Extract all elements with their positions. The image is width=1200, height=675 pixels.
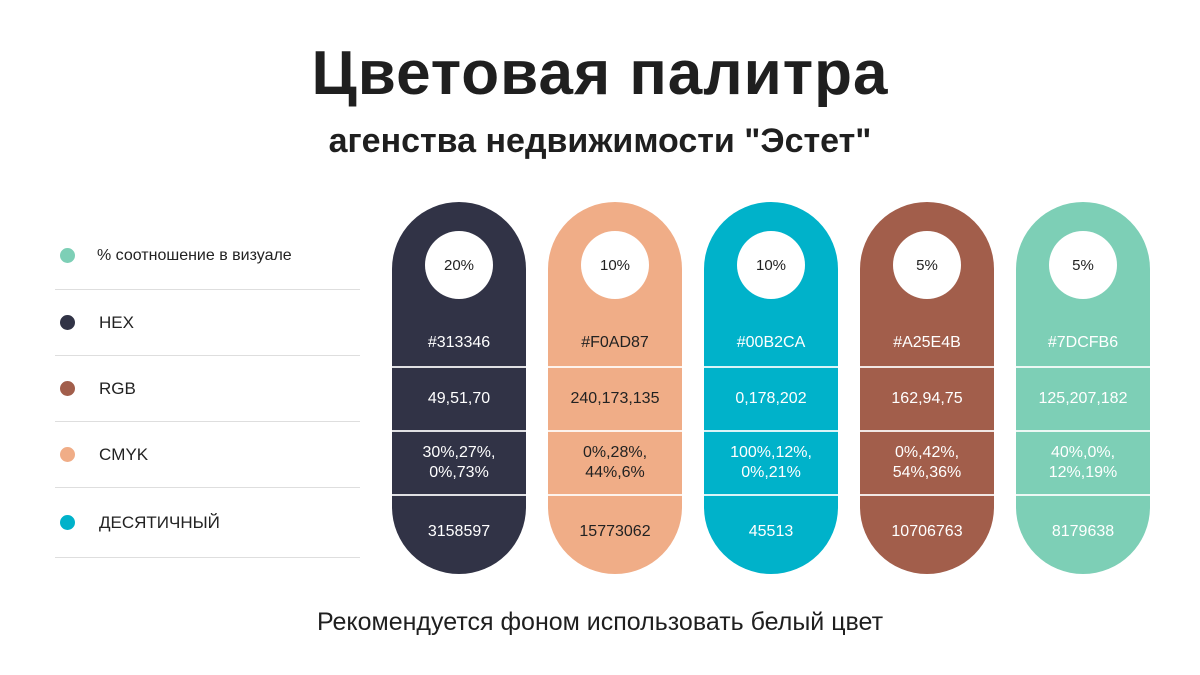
percent-badge: 5% (893, 231, 961, 299)
legend-row-decimal: ДЕСЯТИЧНЫЙ (55, 488, 360, 558)
rgb-value: 49,51,70 (427, 390, 491, 407)
hex-value: #F0AD87 (581, 334, 649, 351)
cmyk-value: 0%,42%, 54%,36% (892, 444, 962, 481)
color-column: 5% #A25E4B 162,94,75 0%,42%, 54%,36% 107… (860, 202, 994, 574)
rgb-value: 125,207,182 (1038, 390, 1128, 407)
rgb-value: 162,94,75 (891, 390, 963, 407)
divider (548, 430, 682, 432)
color-column: 10% #F0AD87 240,173,135 0%,28%, 44%,6% 1… (548, 202, 682, 574)
rgb-value: 0,178,202 (735, 390, 807, 407)
divider (704, 494, 838, 496)
divider (1016, 494, 1150, 496)
legend-dot-icon (60, 447, 75, 462)
legend-row-hex: HEX (55, 290, 360, 356)
divider (548, 366, 682, 368)
rgb-value: 240,173,135 (570, 390, 660, 407)
legend-label: HEX (99, 312, 134, 332)
legend-label: RGB (99, 378, 136, 398)
divider (392, 430, 526, 432)
footer-note: Рекомендуется фоном использовать белый ц… (316, 608, 884, 636)
divider (860, 366, 994, 368)
cmyk-value: 30%,27%, 0%,73% (422, 444, 496, 481)
decimal-value: 8179638 (1051, 523, 1115, 540)
legend-row-rgb: RGB (55, 356, 360, 422)
divider (1016, 430, 1150, 432)
cmyk-value: 100%,12%, 0%,21% (730, 444, 812, 481)
legend-dot-icon (60, 248, 75, 263)
divider (704, 430, 838, 432)
divider (1016, 366, 1150, 368)
decimal-value: 45513 (748, 523, 794, 540)
legend-row-cmyk: CMYK (55, 422, 360, 488)
percent-badge: 20% (425, 231, 493, 299)
cmyk-value: 40%,0%, 12%,19% (1048, 444, 1118, 481)
legend: % соотношение в визуале HEX RGB CMYK ДЕС… (55, 222, 360, 558)
divider (392, 494, 526, 496)
divider (860, 494, 994, 496)
decimal-value: 15773062 (579, 523, 651, 540)
hex-value: #A25E4B (893, 334, 961, 351)
legend-row-percent: % соотношение в визуале (55, 222, 360, 290)
percent-badge: 10% (737, 231, 805, 299)
percent-badge: 5% (1049, 231, 1117, 299)
divider (704, 366, 838, 368)
decimal-value: 10706763 (891, 523, 963, 540)
page-subtitle: агенства недвижимости "Эстет" (328, 122, 872, 160)
divider (860, 430, 994, 432)
page-title: Цветовая палитра (311, 39, 889, 108)
divider (548, 494, 682, 496)
legend-dot-icon (60, 381, 75, 396)
color-column: 10% #00B2CA 0,178,202 100%,12%, 0%,21% 4… (704, 202, 838, 574)
hex-value: #313346 (427, 334, 491, 351)
decimal-value: 3158597 (427, 523, 491, 540)
percent-badge: 10% (581, 231, 649, 299)
legend-label: % соотношение в визуале (97, 246, 292, 264)
legend-label: ДЕСЯТИЧНЫЙ (99, 512, 220, 532)
color-column: 20% #313346 49,51,70 30%,27%, 0%,73% 315… (392, 202, 526, 574)
cmyk-value: 0%,28%, 44%,6% (582, 444, 648, 481)
hex-value: #7DCFB6 (1047, 334, 1119, 351)
legend-dot-icon (60, 315, 75, 330)
divider (392, 366, 526, 368)
legend-dot-icon (60, 515, 75, 530)
color-column: 5% #7DCFB6 125,207,182 40%,0%, 12%,19% 8… (1016, 202, 1150, 574)
legend-label: CMYK (99, 444, 149, 464)
color-columns: 20% #313346 49,51,70 30%,27%, 0%,73% 315… (392, 202, 1150, 574)
hex-value: #00B2CA (736, 334, 806, 351)
